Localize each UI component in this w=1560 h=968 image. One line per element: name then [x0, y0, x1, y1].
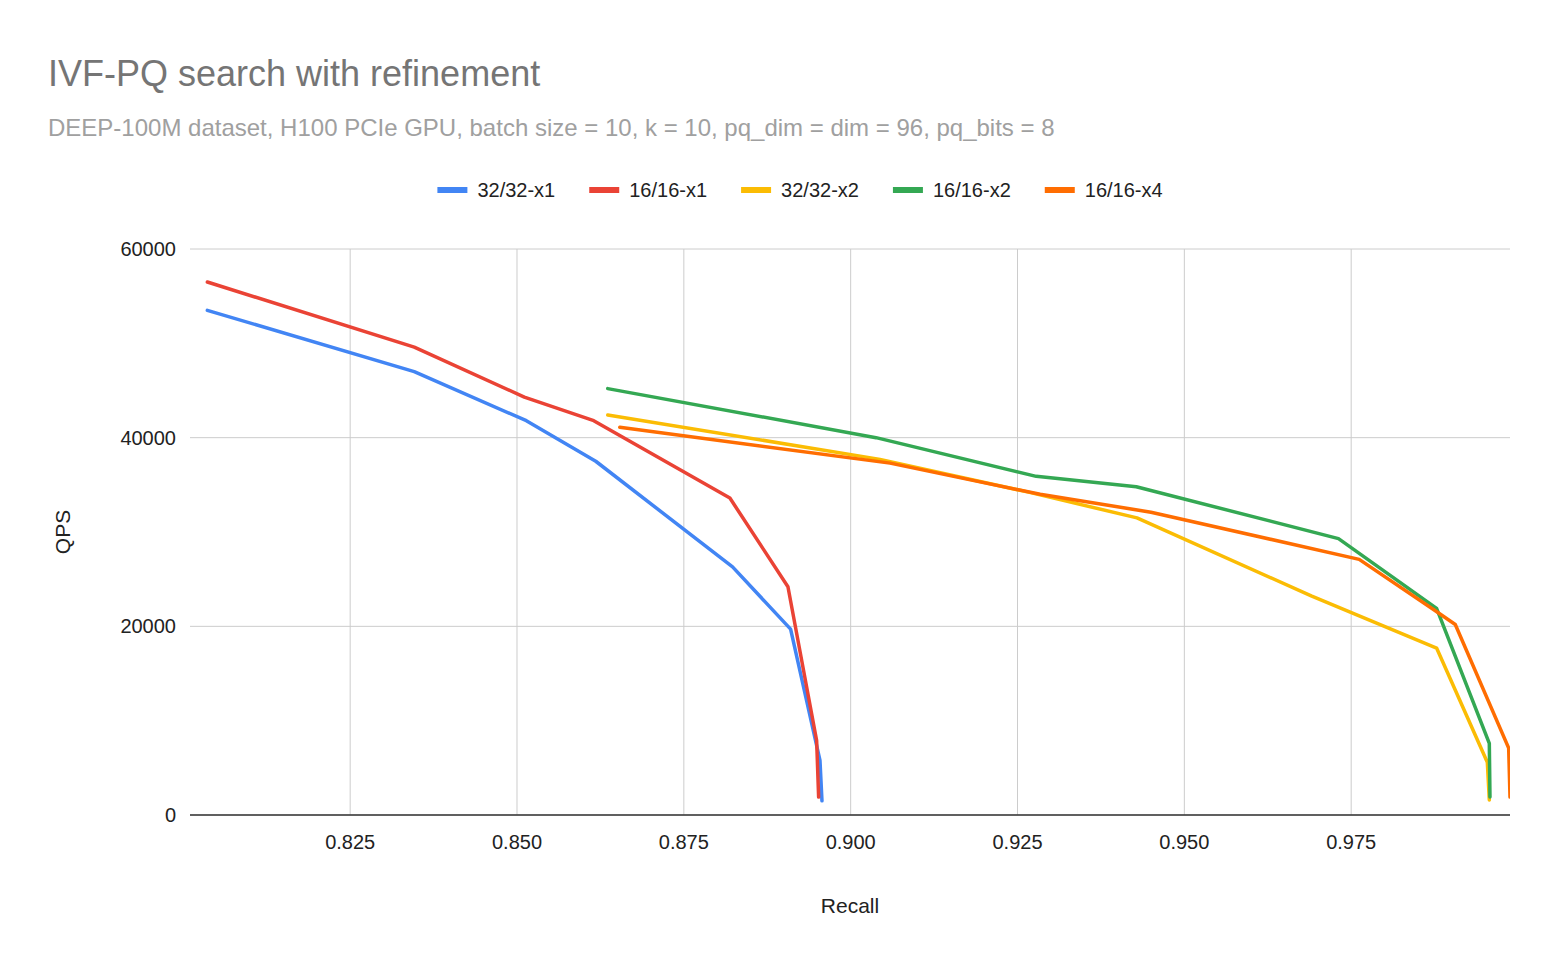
series-line — [207, 282, 818, 797]
background — [0, 0, 1560, 968]
x-tick-label: 0.850 — [492, 831, 542, 853]
plot-area — [207, 282, 1510, 801]
x-tick-label: 0.950 — [1159, 831, 1209, 853]
title: IVF-PQ search with refinement — [48, 53, 540, 94]
x-tick-label: 0.975 — [1326, 831, 1376, 853]
y-grid-line — [190, 249, 1510, 250]
legend-label: 32/32-x1 — [477, 179, 555, 201]
y-axis-label: QPS — [51, 510, 74, 554]
x-tick-label: 0.875 — [659, 831, 709, 853]
x-grid-line — [516, 249, 517, 815]
legend-swatch — [437, 187, 467, 193]
y-tick-label: 0 — [165, 804, 176, 826]
x-grid-line — [1184, 249, 1185, 815]
x-grid-line — [850, 249, 851, 815]
series-line — [608, 389, 1490, 797]
legend: 32/32-x1 16/16-x1 32/32-x2 16/16-x2 16/16-x4 — [437, 179, 1162, 201]
y-tick-label: 40000 — [120, 427, 176, 449]
series-line — [608, 415, 1490, 800]
subtitle: DEEP-100M dataset, H100 PCIe GPU, batch … — [48, 114, 1055, 141]
legend-label: 16/16-x2 — [933, 179, 1011, 201]
x-tick-label: 0.825 — [325, 831, 375, 853]
legend-label: 16/16-x4 — [1085, 179, 1163, 201]
series-line — [207, 310, 822, 801]
legend-swatch — [893, 187, 923, 193]
x-tick-label: 0.900 — [826, 831, 876, 853]
legend-swatch — [1045, 187, 1075, 193]
x-tick-label: 0.925 — [992, 831, 1042, 853]
series-line — [620, 427, 1510, 797]
y-tick-label: 20000 — [120, 615, 176, 637]
y-tick-label: 60000 — [120, 238, 176, 260]
grid — [190, 249, 1510, 815]
y-grid-line — [190, 815, 1510, 816]
x-grid-line — [683, 249, 684, 815]
x-axis-line — [190, 814, 1510, 816]
y-grid-line — [190, 626, 1510, 627]
legend-swatch — [589, 187, 619, 193]
x-axis-label: Recall — [821, 894, 879, 917]
legend-label: 32/32-x2 — [781, 179, 859, 201]
chart: IVF-PQ search with refinement DEEP-100M d… — [0, 0, 1560, 968]
y-grid-line — [190, 437, 1510, 438]
x-grid-line — [350, 249, 351, 815]
x-grid-line — [1017, 249, 1018, 815]
legend-label: 16/16-x1 — [629, 179, 707, 201]
legend-swatch — [741, 187, 771, 193]
x-grid-line — [1351, 249, 1352, 815]
